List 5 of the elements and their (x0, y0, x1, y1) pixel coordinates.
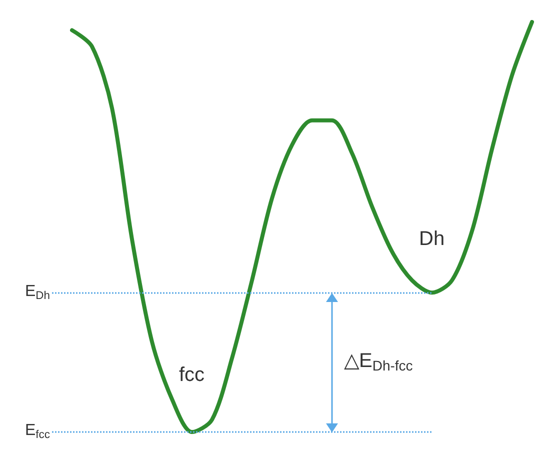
ref-line-label: E$_{fcc}$ (25, 422, 50, 441)
annotation: Dh (419, 228, 445, 250)
annotation: △E$_{Dh-fcc}$ (344, 350, 413, 374)
ref-line-label: E$_{Dh}$ (25, 282, 50, 302)
annotation: fcc (179, 364, 205, 386)
